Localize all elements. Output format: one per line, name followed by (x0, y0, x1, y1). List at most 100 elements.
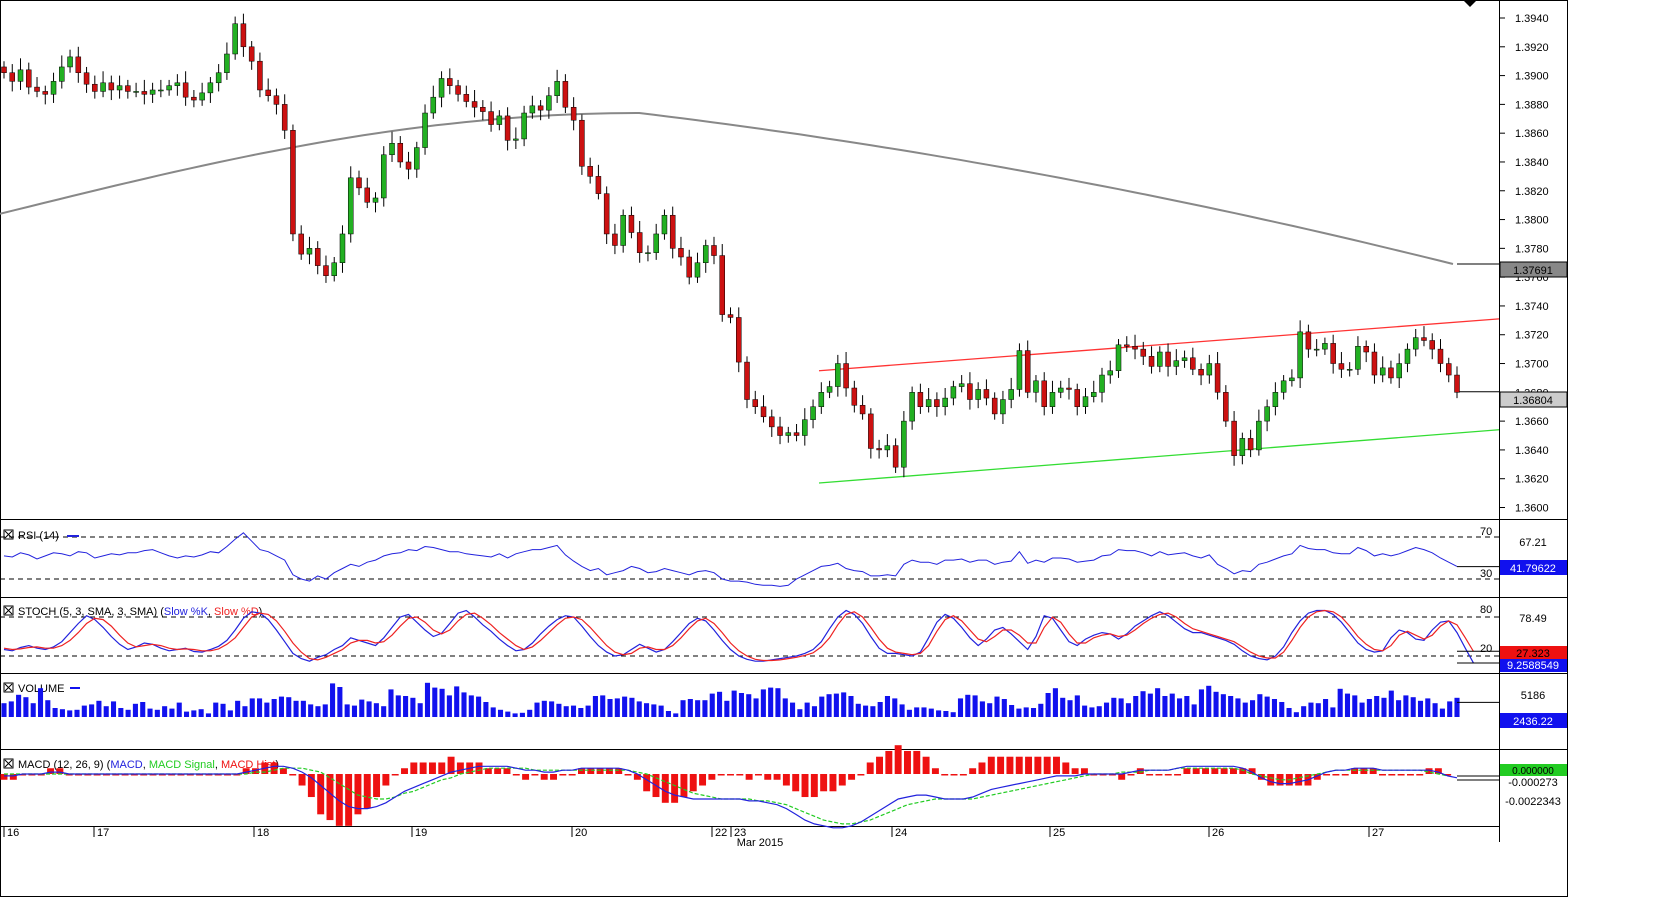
volume-bar (373, 703, 379, 717)
volume-bar (96, 700, 102, 717)
candle-body (166, 85, 172, 91)
macd-hist-bar (931, 768, 939, 774)
candle-body (1396, 363, 1402, 379)
volume-bar (914, 707, 920, 717)
volume-bar (1198, 689, 1204, 717)
candle-body (116, 85, 123, 91)
macd-hist-bar (93, 774, 101, 776)
macd-hist-bar (289, 774, 297, 776)
stoch-k-label: 9.2588549 (1507, 660, 1559, 672)
candle-body (67, 56, 73, 68)
candle-body (480, 107, 486, 112)
macd-hist-bar (727, 774, 734, 776)
candle-body (207, 82, 214, 94)
macd-hist-bar (661, 774, 669, 803)
volume-bar (286, 697, 292, 717)
volume-bar (702, 700, 708, 717)
volume-bar (1045, 693, 1051, 717)
macd-hist-bar (699, 774, 707, 786)
candle-body (141, 91, 148, 95)
macd-hist-bar (1313, 774, 1321, 780)
macd-signal-box (1500, 764, 1567, 776)
candle-body (471, 101, 478, 108)
candle-body (777, 426, 783, 436)
stoch-upper-label: 78.49 (1519, 613, 1547, 625)
volume-bar (1447, 701, 1453, 717)
volume-bar (300, 700, 306, 717)
volume-bar (1366, 699, 1372, 717)
price-axis: 1.3940 1.3920 1.3900 1.3880 1.3860 1.3840 1.38… (1499, 13, 1549, 515)
volume-bar (410, 697, 416, 717)
volume-bar (556, 703, 562, 717)
volume-bar (1337, 688, 1343, 717)
volume-bar (797, 709, 803, 717)
macd-hist-bar (922, 756, 930, 774)
macd-hist-bar (121, 774, 129, 776)
volume-bar (257, 698, 263, 717)
candle-body (1272, 392, 1279, 407)
volume-bar (1038, 703, 1044, 717)
macd-hist-bar (177, 774, 185, 776)
candle-body (447, 78, 453, 86)
macd-hist-bar (680, 774, 688, 798)
macd-hist-bar (1295, 774, 1303, 786)
volume-bar (103, 706, 109, 717)
candle-body (1140, 348, 1147, 357)
macd-hist-bar (410, 762, 418, 774)
volume-bar (1271, 699, 1278, 717)
volume-value-label: 2436.22 (1513, 716, 1553, 728)
candle-body (1223, 392, 1229, 422)
volume-bar (322, 704, 328, 717)
macd-hist-bar (717, 774, 725, 776)
day-label: 17 (97, 827, 109, 839)
price-tick-label: 1.3660 (1515, 416, 1549, 428)
macd-hist-bar (1127, 774, 1135, 776)
price-tick-label: 1.3840 (1515, 157, 1549, 169)
candle-body (752, 399, 759, 407)
volume-bar (1264, 696, 1270, 717)
macd-hist-bar (28, 774, 36, 776)
candle-body (678, 248, 684, 258)
macd-hist-bar (764, 774, 772, 780)
macd-hist-bar (1397, 774, 1405, 776)
volume-bar (1001, 699, 1007, 717)
macd-hist-bar (820, 774, 828, 792)
macd-hist-bar (894, 745, 902, 774)
volume-value-box (1500, 713, 1567, 728)
volume-bar (1235, 698, 1241, 717)
macd-hist-bar (810, 774, 818, 798)
time-axis: Mar 2015 16 17 18 19 20 22 23 24 25 26 27 (3, 826, 1384, 849)
volume-bar (1323, 699, 1329, 717)
candle-body (290, 130, 296, 235)
volume-bar (183, 711, 190, 717)
macd-hist-bar (1257, 774, 1265, 780)
candle-body (273, 95, 280, 105)
macd-hist-bar (19, 774, 27, 776)
volume-bar (738, 693, 744, 717)
candle-body (59, 66, 65, 82)
month-label: Mar 2015 (737, 837, 783, 849)
volume-bar (600, 695, 606, 717)
volume-bar (1374, 696, 1380, 717)
candle-body (17, 69, 24, 82)
candle-body (686, 256, 692, 278)
volume-bar (804, 702, 810, 717)
macd-hist-bar (1062, 762, 1070, 774)
volume-bar (476, 696, 482, 717)
volume-bar (8, 701, 14, 717)
price-tick-label: 1.3940 (1515, 13, 1549, 25)
candle-body (1371, 351, 1378, 376)
volume-bar (833, 693, 839, 717)
volume-bar (1096, 706, 1102, 717)
macd-hist-bar (0, 774, 8, 780)
price-tick-label: 1.3860 (1515, 128, 1549, 140)
scroll-marker-icon[interactable] (1464, 1, 1476, 7)
volume-bar (987, 703, 993, 717)
volume-bar (512, 713, 518, 717)
stoch-k-line (3, 609, 1475, 664)
macd-hist-bar (186, 774, 194, 776)
candle-body (934, 399, 940, 407)
macd-hist-bar (1369, 768, 1377, 774)
volume-bar (622, 696, 628, 717)
macd-hist-bar (1379, 774, 1386, 776)
